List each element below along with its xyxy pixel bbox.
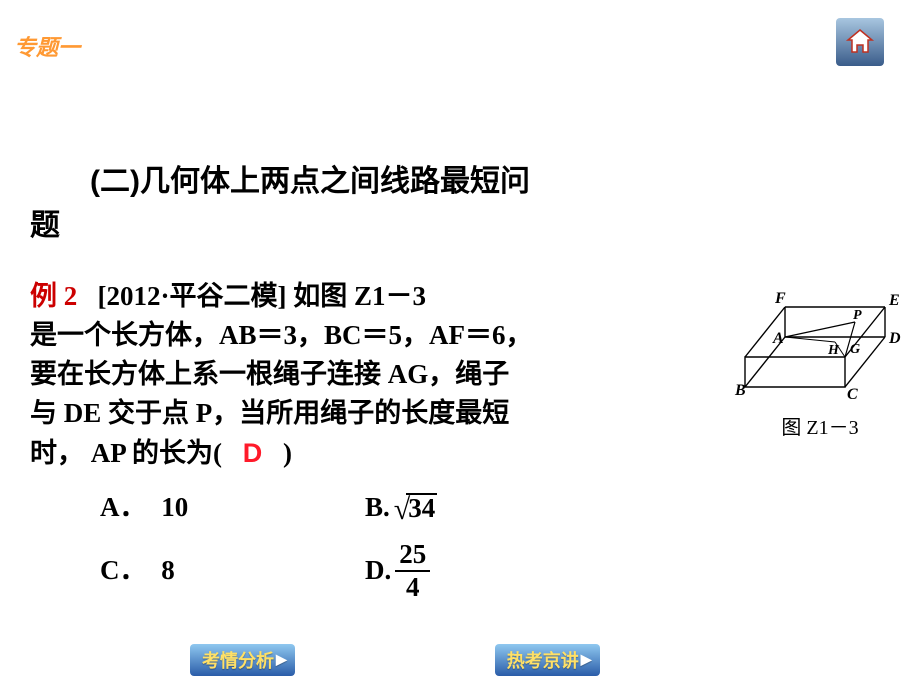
cuboid-diagram-icon: A B C D E F G H P — [725, 277, 915, 407]
lecture-button-label: 热考京讲 — [507, 647, 579, 673]
svg-text:E: E — [888, 292, 900, 309]
svg-text:G: G — [850, 342, 860, 357]
chevron-right-icon: ▶ — [581, 652, 592, 669]
topic-label: 专题一 — [14, 30, 80, 62]
fraction-icon: 25 4 — [395, 541, 430, 601]
footer-nav: 考情分析 ▶ 热考京讲 ▶ — [0, 644, 920, 676]
home-button[interactable] — [836, 18, 884, 66]
problem-line1-tail: 如图 Z1－3 — [287, 281, 427, 311]
analysis-button[interactable]: 考情分析 ▶ — [190, 644, 295, 676]
options-block: A． 10 B. √34 C． 8 D. — [30, 483, 630, 601]
svg-text:H: H — [827, 343, 840, 358]
option-b-value: 34 — [406, 493, 437, 522]
section-title: (二)几何体上两点之间线路最短问 题 — [30, 160, 890, 247]
analysis-button-label: 考情分析 — [202, 647, 274, 673]
option-a: A． 10 — [100, 488, 365, 527]
option-a-letter: A． — [100, 488, 147, 527]
sqrt-icon: √34 — [394, 493, 437, 523]
lecture-button[interactable]: 热考京讲 ▶ — [495, 644, 600, 676]
option-c: C． 8 — [100, 551, 365, 590]
figure-z1-3: A B C D E F G H P 图 Z1－3 — [720, 277, 920, 443]
problem-text: 例 2 [2012·平谷二模] 如图 Z1－3 是一个长方体，AB＝3，BC＝5… — [30, 277, 690, 473]
option-b: B. √34 — [365, 488, 630, 527]
problem-line2: 是一个长方体，AB＝3，BC＝5，AF＝6， — [30, 316, 690, 355]
problem-line3: 要在长方体上系一根绳子连接 AG，绳子 — [30, 355, 690, 394]
figure-caption: 图 Z1－3 — [720, 414, 920, 443]
option-d-letter: D. — [365, 551, 391, 590]
section-title-l1: (二)几何体上两点之间线路最短问 — [30, 160, 890, 204]
home-icon — [844, 26, 876, 58]
svg-text:C: C — [847, 386, 858, 403]
example-block: 例 2 [2012·平谷二模] 如图 Z1－3 是一个长方体，AB＝3，BC＝5… — [30, 277, 890, 601]
option-c-value: 8 — [161, 551, 175, 590]
svg-text:F: F — [774, 290, 786, 307]
svg-text:P: P — [853, 308, 862, 323]
problem-line4: 与 DE 交于点 P，当所用绳子的长度最短 — [30, 394, 690, 433]
option-c-letter: C． — [100, 551, 147, 590]
answer-letter: D — [236, 434, 270, 473]
problem-line5-post: ) — [283, 438, 292, 468]
option-b-letter: B. — [365, 488, 390, 527]
svg-text:A: A — [772, 330, 784, 347]
example-label: 例 2 — [30, 281, 77, 311]
option-d: D. 25 4 — [365, 541, 630, 601]
problem-line5-pre: 时， AP 的长为( — [30, 438, 222, 468]
section-title-l2: 题 — [30, 204, 890, 248]
example-source: [2012·平谷二模] — [98, 281, 287, 311]
slide-content: (二)几何体上两点之间线路最短问 题 例 2 [2012·平谷二模] 如图 Z1… — [30, 160, 890, 609]
svg-text:D: D — [888, 330, 901, 347]
option-d-den: 4 — [406, 572, 420, 601]
option-d-num: 25 — [395, 541, 430, 572]
svg-text:B: B — [734, 382, 746, 399]
option-a-value: 10 — [161, 488, 188, 527]
chevron-right-icon: ▶ — [276, 652, 287, 669]
